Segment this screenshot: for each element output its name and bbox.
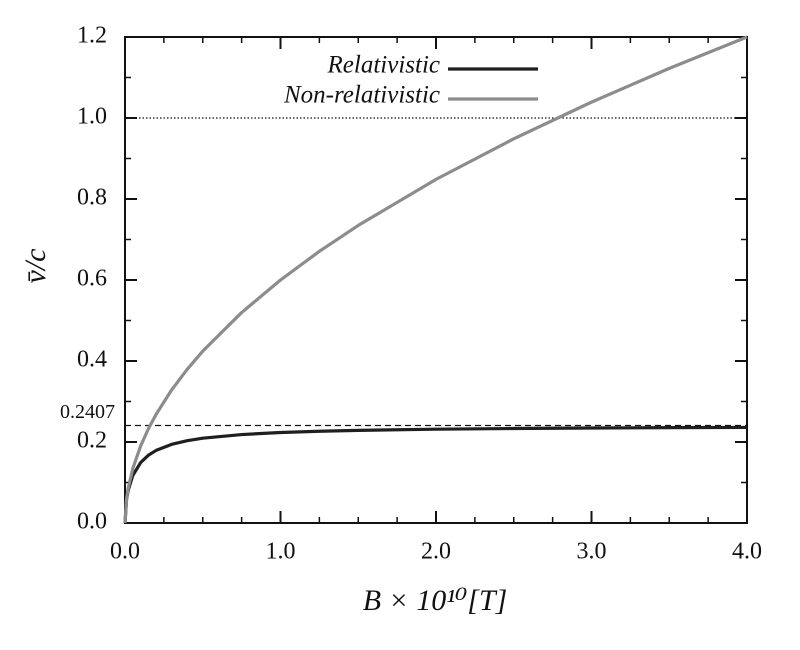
y-tick-label: 0.0 [77,509,107,535]
legend-label: Relativistic [327,52,440,79]
x-tick-label: 4.0 [732,539,762,565]
y-tick-label: 0.4 [77,347,107,373]
y-tick-label: 0.2 [77,428,107,454]
x-tick-label: 0.0 [110,539,140,565]
x-axis-label: B × 10¹⁰[T] [363,584,508,617]
series-line [123,425,748,524]
x-tick-label: 3.0 [577,539,607,565]
plot-frame [124,36,748,524]
y-tick-label: 1.0 [77,104,107,130]
y-tick-label: 1.2 [77,23,107,49]
x-tick-label: 1.0 [266,539,296,565]
series-line [123,35,748,524]
legend-label: Non-relativistic [283,82,440,109]
reference-label: 0.2407 [60,401,115,423]
x-tick-label: 2.0 [421,539,451,565]
y-axis-label: v̄/c [19,249,52,284]
y-tick-label: 0.6 [77,266,107,292]
y-tick-label: 0.8 [77,185,107,211]
